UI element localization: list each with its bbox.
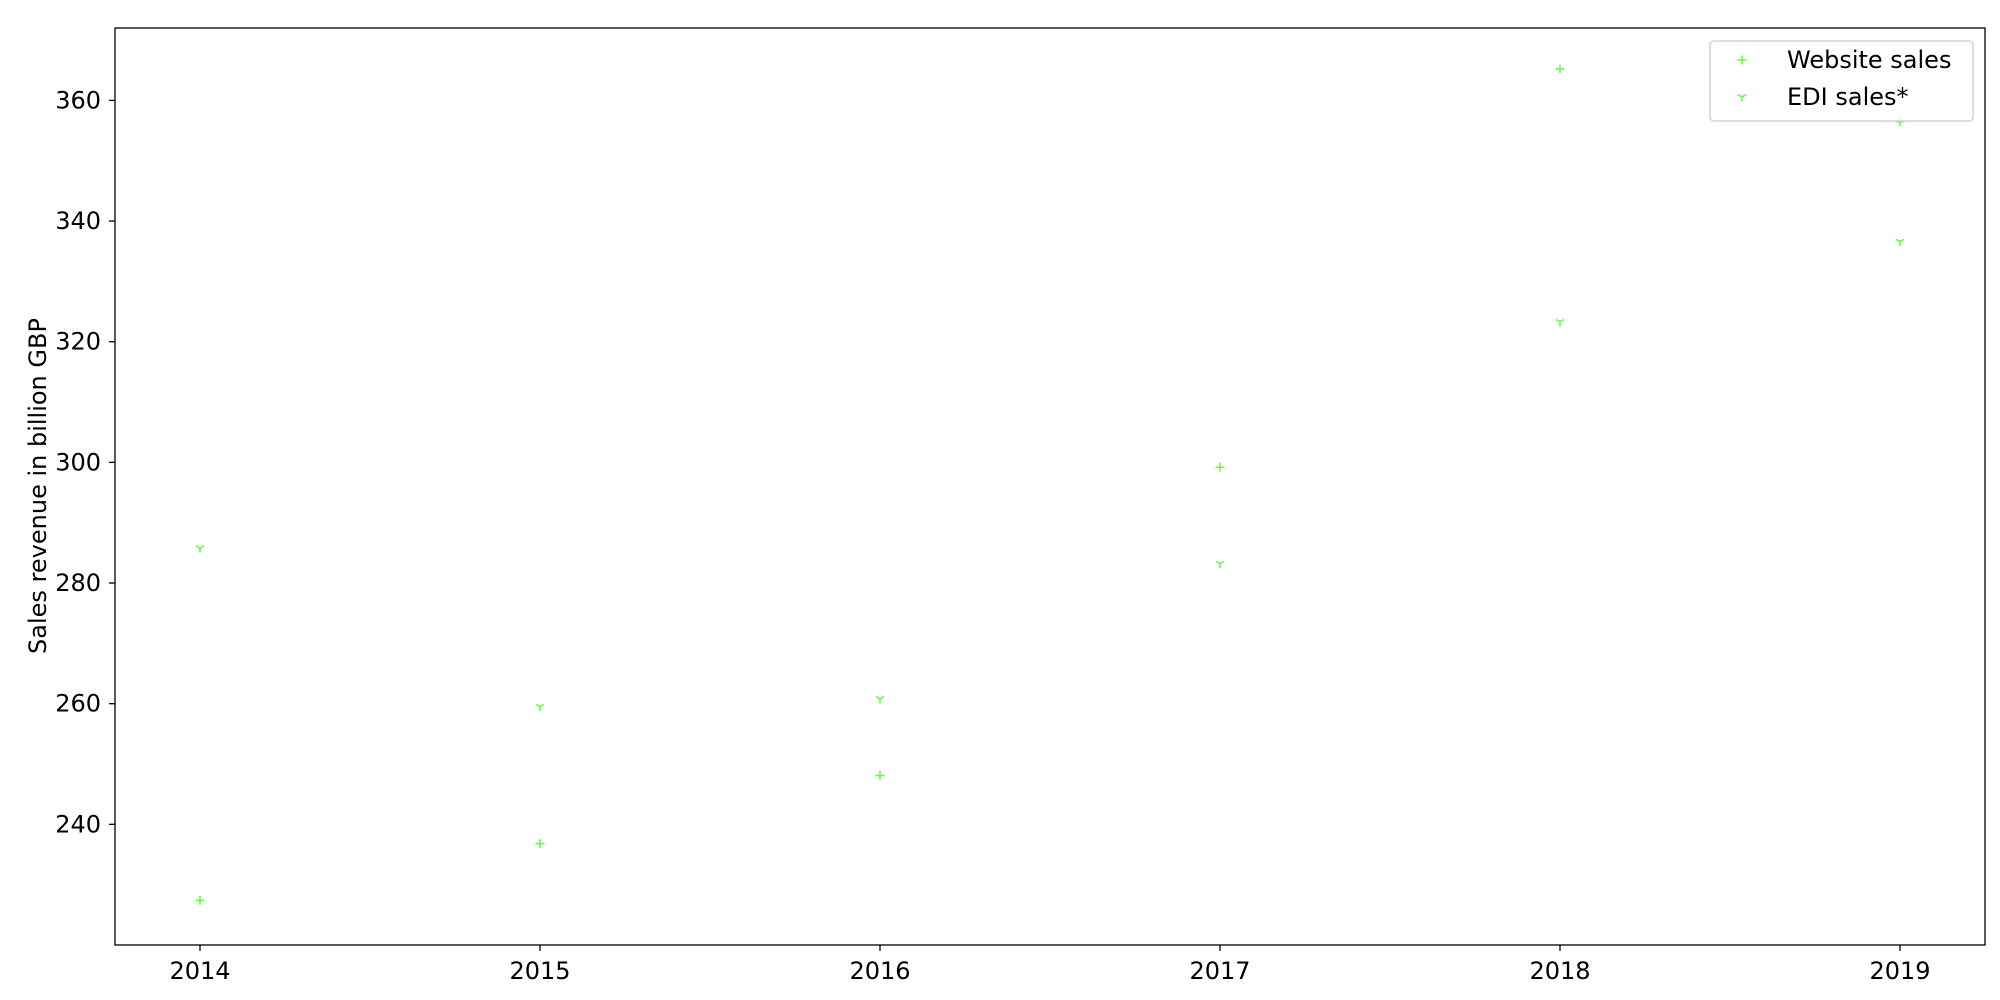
data-point: [1555, 64, 1565, 74]
series-website-sales: [195, 64, 1905, 905]
data-point: [875, 770, 885, 780]
x-tick-label: 2018: [1529, 957, 1590, 985]
legend-marker: [1737, 55, 1747, 65]
data-point: [875, 695, 885, 704]
y-tick-label: 340: [55, 207, 101, 235]
legend-label: Website sales: [1787, 46, 1951, 74]
legend-label: EDI sales*: [1787, 83, 1909, 111]
legend-box: [1709, 40, 1974, 122]
series-layer: [195, 64, 1905, 905]
y-tick-label: 280: [55, 569, 101, 597]
data-point: [195, 895, 205, 905]
data-point: [1555, 318, 1565, 327]
y-tick-label: 260: [55, 690, 101, 718]
y-axis: 240 260 280 300 320 340 360: [55, 86, 115, 838]
x-tick-label: 2017: [1189, 957, 1250, 985]
y-tick-label: 360: [55, 86, 101, 114]
data-point: [195, 545, 205, 553]
data-point: [1895, 238, 1905, 247]
plot-frame: [114, 27, 1986, 946]
y-tick-label: 300: [55, 448, 101, 476]
x-axis: 2014 2015 2016 2017 2018 2019: [169, 945, 1931, 985]
x-tick-label: 2015: [509, 957, 570, 985]
x-tick-label: 2014: [169, 957, 230, 985]
y-tick-label: 320: [55, 328, 101, 356]
data-point: [1215, 462, 1225, 472]
y-tick-label: 240: [55, 810, 101, 838]
legend-entries: Website sales EDI sales*: [1737, 46, 1951, 111]
series-edi-sales: [195, 238, 1905, 712]
data-point: [535, 703, 545, 712]
legend-marker: [1737, 94, 1747, 102]
x-tick-label: 2019: [1869, 957, 1930, 985]
data-point: [1215, 560, 1225, 569]
data-point: [535, 839, 545, 849]
x-tick-label: 2016: [849, 957, 910, 985]
legend: Website sales EDI sales*: [1709, 40, 1974, 122]
y-axis-title: Sales revenue in billion GBP: [24, 318, 52, 654]
